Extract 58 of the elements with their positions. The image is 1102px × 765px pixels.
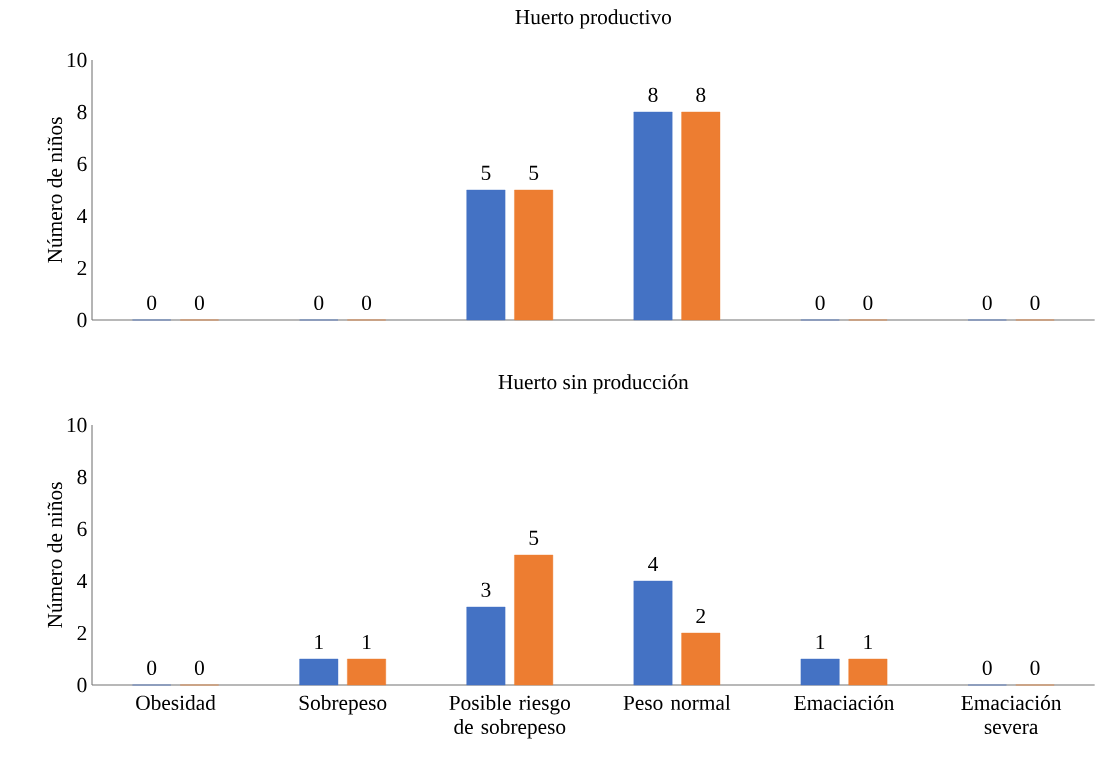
x-tick-label: Obesidad bbox=[136, 695, 216, 711]
bar bbox=[466, 189, 506, 321]
data-label: 1 bbox=[363, 634, 371, 650]
y-tick-label: 4 bbox=[77, 573, 87, 589]
data-label: 4 bbox=[648, 556, 659, 572]
data-label: 5 bbox=[529, 530, 539, 546]
data-label: 5 bbox=[529, 165, 539, 181]
data-label: 8 bbox=[648, 87, 658, 103]
data-label: 0 bbox=[815, 295, 825, 311]
data-label: 1 bbox=[816, 634, 825, 650]
data-label: 0 bbox=[147, 295, 157, 311]
y-tick-label: 8 bbox=[77, 104, 87, 120]
bar bbox=[514, 554, 554, 686]
bar bbox=[466, 606, 506, 686]
y-axis-title: Número de niños bbox=[47, 117, 63, 263]
x-tick-label: Peso normal bbox=[623, 695, 731, 711]
bar bbox=[514, 189, 554, 321]
x-tick-label: Emaciación severa bbox=[961, 695, 1062, 735]
y-tick-label: 8 bbox=[77, 469, 87, 485]
y-tick-label: 0 bbox=[77, 677, 87, 693]
data-label: 0 bbox=[982, 295, 992, 311]
data-label: 5 bbox=[481, 165, 491, 181]
y-axis-title: Número de niños bbox=[47, 482, 63, 628]
y-tick-label: 2 bbox=[77, 625, 87, 641]
bar bbox=[633, 580, 673, 686]
bar bbox=[299, 658, 339, 686]
y-tick-label: 2 bbox=[77, 260, 87, 276]
chart-title: Huerto productivo bbox=[515, 9, 672, 29]
data-label: 2 bbox=[696, 608, 705, 624]
data-label: 0 bbox=[863, 295, 873, 311]
bar bbox=[681, 632, 721, 686]
data-label: 0 bbox=[194, 295, 204, 311]
data-label: 0 bbox=[982, 660, 992, 676]
bar bbox=[633, 111, 673, 321]
data-label: 0 bbox=[194, 660, 204, 676]
data-label: 0 bbox=[147, 660, 157, 676]
data-label: 3 bbox=[481, 582, 491, 598]
data-label: 0 bbox=[362, 295, 372, 311]
data-label: 1 bbox=[864, 634, 872, 650]
y-tick-label: 6 bbox=[77, 156, 87, 172]
data-label: 1 bbox=[315, 634, 323, 650]
y-tick-label: 10 bbox=[67, 52, 87, 68]
bar bbox=[848, 658, 888, 686]
data-label: 8 bbox=[696, 87, 706, 103]
data-label: 0 bbox=[314, 295, 324, 311]
chart-title: Huerto sin producción bbox=[498, 374, 689, 394]
y-tick-label: 10 bbox=[67, 417, 87, 433]
bar bbox=[347, 658, 386, 686]
x-tick-label: Sobrepeso bbox=[299, 695, 387, 715]
y-tick-label: 6 bbox=[77, 521, 87, 537]
x-tick-label: Posible riesgo de sobrepeso bbox=[449, 695, 570, 739]
bar bbox=[800, 658, 840, 686]
y-tick-label: 4 bbox=[77, 208, 87, 224]
data-label: 0 bbox=[1030, 660, 1040, 676]
x-tick-label: Emaciación bbox=[794, 695, 895, 711]
y-tick-label: 0 bbox=[77, 312, 87, 328]
data-label: 0 bbox=[1030, 295, 1040, 311]
bar bbox=[681, 111, 721, 321]
